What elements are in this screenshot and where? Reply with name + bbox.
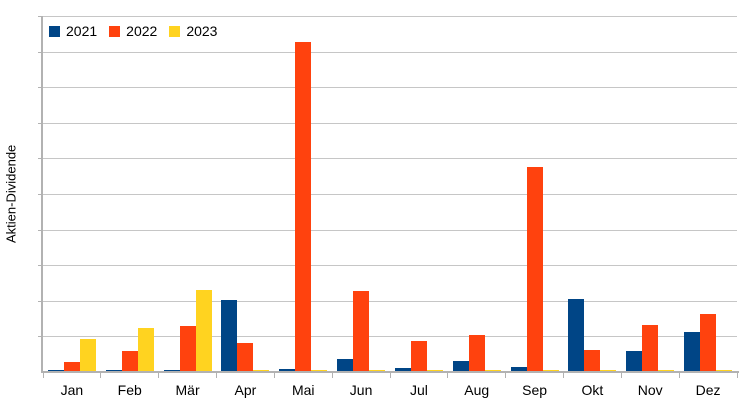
gridline — [43, 336, 737, 338]
bar-2023-Aug — [484, 369, 501, 372]
bar-2022-Nov — [642, 324, 659, 372]
legend-swatch-2022 — [109, 26, 121, 37]
bar-2022-Apr — [237, 343, 254, 372]
bar-2023-Okt — [600, 369, 617, 372]
x-axis-tick — [678, 373, 680, 378]
bar-2022-Mai — [295, 42, 312, 372]
x-axis-tick — [100, 373, 102, 378]
x-axis-label-Jul: Jul — [409, 382, 428, 398]
x-axis-tick — [158, 373, 160, 378]
gridline — [43, 300, 737, 302]
bar-2023-Jul — [426, 369, 443, 372]
x-axis-tick — [563, 373, 564, 378]
y-axis-tick — [38, 229, 42, 231]
bar-2023-Nov — [658, 369, 675, 372]
bar-2022-Okt — [584, 350, 601, 372]
bar-2023-Dez — [716, 369, 733, 372]
x-axis-label-Aug: Aug — [464, 382, 490, 398]
bar-2022-Sep — [526, 167, 543, 372]
x-axis-tick — [620, 373, 622, 378]
x-axis — [41, 371, 739, 373]
bar-2023-Mär — [195, 289, 212, 372]
bar-2023-Apr — [253, 369, 270, 372]
bar-2021-Mär — [163, 369, 180, 372]
x-axis-tick — [736, 373, 738, 378]
bar-2021-Sep — [510, 366, 527, 372]
y-axis-tick — [38, 300, 42, 302]
bar-2021-Mai — [279, 369, 296, 372]
bar-2021-Aug — [452, 360, 469, 372]
y-axis-tick — [38, 122, 42, 124]
bar-2022-Dez — [700, 314, 717, 372]
bar-2023-Mai — [311, 369, 328, 372]
legend-label-2021: 2021 — [66, 23, 98, 39]
x-axis-tick — [447, 373, 449, 378]
x-axis-label-Dez: Dez — [695, 382, 721, 398]
bar-2022-Jan — [63, 362, 80, 372]
x-axis-label-Mai: Mai — [291, 382, 315, 398]
x-axis-label-Sep: Sep — [522, 382, 548, 398]
y-axis-tick — [38, 16, 42, 17]
bar-2021-Jun — [337, 358, 354, 372]
bar-2023-Jun — [369, 369, 386, 372]
gridline — [43, 229, 737, 231]
bar-2021-Nov — [626, 350, 643, 372]
bar-2023-Sep — [542, 369, 559, 372]
x-axis-tick — [505, 373, 507, 378]
bar-2023-Jan — [79, 339, 96, 372]
x-axis-tick — [331, 373, 333, 378]
legend-label-2022: 2022 — [126, 23, 158, 39]
plot-area — [43, 16, 737, 372]
bar-2022-Mär — [179, 325, 196, 372]
legend-swatch-2023 — [169, 26, 181, 37]
bar-2021-Okt — [568, 299, 585, 372]
x-axis-tick — [273, 373, 275, 378]
y-axis-title: Aktien-Dividende — [3, 144, 19, 244]
legend-label-2023: 2023 — [186, 23, 218, 39]
x-axis-label-Okt: Okt — [581, 382, 604, 398]
x-axis-label-Nov: Nov — [637, 382, 663, 398]
bar-2021-Dez — [684, 332, 701, 372]
bar-2022-Jul — [410, 341, 427, 372]
y-axis-tick — [38, 336, 42, 338]
y-axis-tick — [38, 265, 42, 267]
y-axis-tick — [38, 158, 42, 160]
legend-item-2022: 2022 — [109, 23, 157, 40]
gridline — [43, 87, 737, 89]
bar-2021-Feb — [105, 369, 122, 372]
x-axis-label-Jan: Jan — [60, 382, 84, 398]
x-axis-label-Jun: Jun — [349, 382, 373, 398]
x-axis-label-Feb: Feb — [117, 382, 142, 398]
x-axis-tick — [389, 373, 391, 378]
legend-swatch-2021 — [49, 26, 60, 37]
bar-2022-Jun — [353, 290, 370, 372]
x-axis-label-Apr: Apr — [234, 382, 257, 398]
gridline — [43, 194, 737, 195]
bar-2021-Apr — [221, 299, 238, 372]
bar-2021-Jan — [47, 369, 64, 372]
x-axis-label-Mär: Mär — [175, 382, 200, 398]
y-axis-tick — [38, 194, 42, 195]
bar-2022-Aug — [468, 335, 485, 372]
gridline — [43, 51, 737, 53]
x-axis-tick — [42, 373, 44, 378]
bar-2023-Feb — [137, 327, 154, 372]
gridline — [43, 122, 737, 124]
gridline — [43, 158, 737, 160]
y-axis — [41, 16, 43, 372]
y-axis-tick — [38, 51, 42, 53]
gridline — [43, 265, 737, 267]
legend-item-2021: 2021 — [49, 23, 97, 40]
legend: 2021 2022 2023 — [49, 23, 217, 40]
y-axis-tick — [38, 87, 42, 89]
legend-item-2023: 2023 — [169, 23, 217, 40]
bar-2021-Jul — [394, 368, 411, 372]
gridline — [43, 16, 737, 17]
bar-2022-Feb — [121, 350, 138, 372]
x-axis-tick — [216, 373, 217, 378]
